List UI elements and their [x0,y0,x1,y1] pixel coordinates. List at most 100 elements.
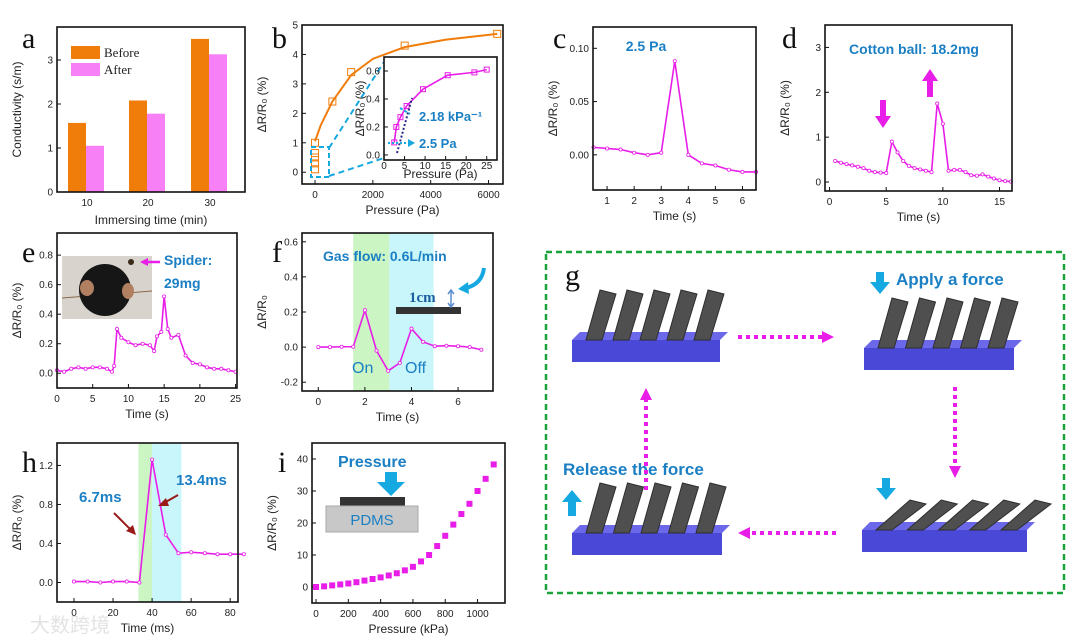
panel-letter-b: b [272,22,287,55]
data-point [409,326,414,331]
axes-frame [56,232,238,389]
g-apply-arrow-icon [870,272,890,294]
fin [585,482,617,534]
data-point [115,326,120,331]
slab [572,533,722,555]
x-tick-label: 3 [658,196,664,207]
y-tick-label: 3 [292,79,298,90]
data-point [393,570,400,577]
data-point [62,369,67,374]
x-axis-label: Time (s) [653,209,697,223]
zoom-region [310,146,330,178]
data-point [204,365,209,370]
fin [639,289,671,341]
x-tick-label: 20 [194,394,206,405]
plot-background [384,57,497,160]
data-point [76,365,81,370]
data-point [337,581,344,588]
x-tick-label: 0 [71,608,77,619]
data-point [110,369,115,374]
series-line [73,459,244,584]
y-tick-label: 0.8 [39,251,53,262]
data-point [189,550,194,555]
y-tick-label: 0.4 [284,272,298,283]
data-point [197,362,202,367]
x-tick-label: 4 [409,397,415,408]
watermark: 大数跨境 [30,614,110,637]
data-point [85,579,90,584]
y-tick-label: 1 [292,138,298,149]
fin [874,499,928,531]
d-up-arrow-icon [922,69,938,97]
axes-frame [56,26,246,193]
data-point [409,563,416,570]
data-point [918,167,923,172]
x-tick-label: 30 [204,198,216,209]
data-point [740,169,745,174]
fin [968,499,1021,531]
data-point [329,582,336,589]
y-tick-label: 4 [292,50,298,61]
x-tick-label: 5 [883,197,889,208]
data-point [855,164,860,169]
x-tick-label: 4 [686,196,692,207]
data-point [212,366,217,371]
y-axis-label: ΔR/R₀ (%) [778,80,792,136]
data-point [98,580,103,585]
data-point [906,163,911,168]
data-point [347,68,356,77]
data-point [872,170,877,175]
y-tick-label: 5 [292,21,298,32]
g-release-arrow-icon [562,490,582,516]
data-point [946,168,951,173]
data-point [393,123,400,130]
legend-label: Before [104,45,140,60]
y-tick-label: 0.2 [39,339,53,350]
panel-letter-f: f [272,236,282,269]
x-tick-label: 0 [54,394,60,405]
data-point [618,147,623,152]
y-tick-label: 1 [47,144,53,155]
shaded-region-fall [152,443,182,602]
data-point [935,101,940,106]
y-tick-label: 1.2 [39,461,53,472]
chart-d: 0 1 2 3 0 5 10 15 Time (s) ΔR/R₀ (%) [778,24,1013,224]
data-point [362,308,367,313]
bar-before [191,38,209,192]
data-point [313,584,320,590]
x-tick-label: 0 [316,397,322,408]
slope-arrow-line [399,107,411,115]
slab [864,348,1014,370]
data-point [397,360,402,365]
x-tick-label: 0 [312,190,318,201]
fin [937,499,990,531]
data-point [327,345,332,350]
data-point [361,577,368,584]
data-point [974,173,979,178]
y-tick-label: 0 [302,583,308,594]
y-tick-label: 0.00 [570,150,590,161]
axes-frame [56,442,239,603]
data-point [228,552,233,557]
data-point [456,344,461,349]
data-point [726,167,731,172]
panel-letter-g: g [565,259,580,292]
data-point [432,344,437,349]
data-point [369,576,376,582]
axes-frame [301,232,494,392]
data-point [420,86,427,93]
fin [987,297,1019,349]
data-point [311,153,320,162]
data-point [991,176,996,181]
data-point [940,121,945,126]
h-rise-arrow-line [113,512,132,531]
data-point [176,551,181,556]
data-point [69,366,74,371]
y-tick-label: 0 [47,188,53,199]
y-tick-label: 0.2 [284,308,298,319]
data-point [163,532,168,537]
data-point [90,365,95,370]
data-point [490,461,497,468]
axes-frame [311,442,506,604]
g-press-arrow-icon [876,478,896,500]
